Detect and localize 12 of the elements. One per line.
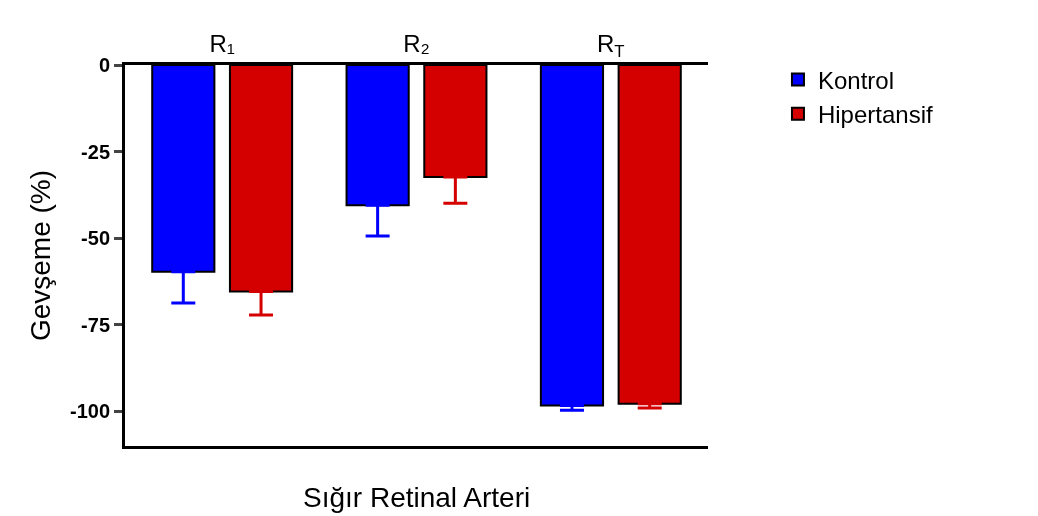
y-tick-label: -50 xyxy=(81,227,110,250)
y-axis-title: Gevşeme (%) xyxy=(24,169,56,342)
legend-label: Kontrol xyxy=(817,66,895,94)
x-axis-title: Sığır Retinal Arteri xyxy=(303,482,531,513)
y-tick-label: 0 xyxy=(98,54,110,76)
y-tick-label: -100 xyxy=(69,400,110,423)
x-tick-label: R₁ xyxy=(209,30,235,58)
legend-label: Hipertansif xyxy=(817,101,934,129)
x-tick-label: R₂ xyxy=(403,30,430,58)
x-tick-label: R$_{T}$ xyxy=(597,30,625,62)
y-tick-label: -75 xyxy=(81,313,110,336)
y-tick-label: -25 xyxy=(81,140,110,163)
